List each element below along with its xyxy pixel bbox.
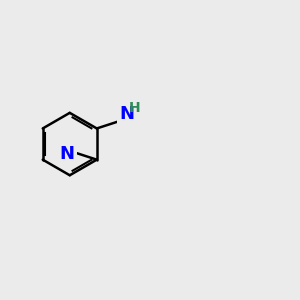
Text: N: N — [60, 146, 75, 164]
Text: H: H — [129, 100, 141, 115]
Text: N: N — [119, 105, 134, 123]
